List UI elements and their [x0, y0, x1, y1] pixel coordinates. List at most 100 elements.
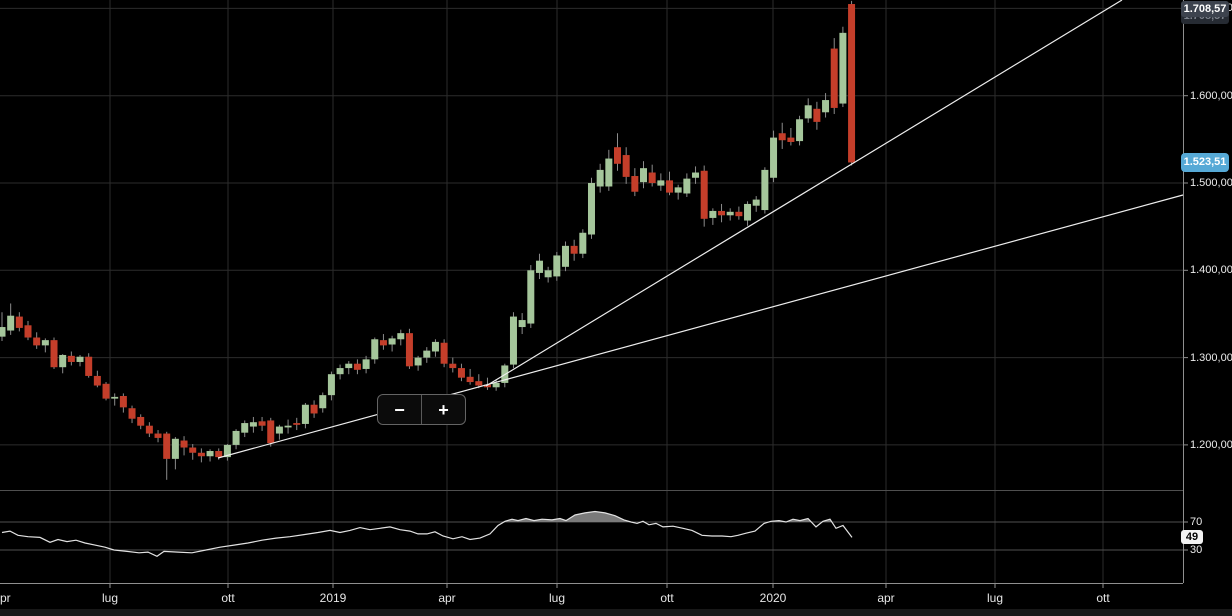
candle-down: [613, 147, 621, 164]
candle-down: [93, 375, 101, 386]
candle-down: [24, 325, 32, 338]
price-axis[interactable]: [1183, 0, 1232, 583]
zoom-out-button[interactable]: −: [378, 395, 421, 424]
candle-up: [223, 444, 231, 458]
zoom-in-button[interactable]: +: [422, 395, 465, 424]
candle-up: [561, 245, 569, 267]
candle-down: [163, 433, 171, 459]
candle-up: [249, 422, 257, 427]
candle-down: [483, 384, 491, 388]
candle-up: [822, 100, 830, 113]
candle-down: [830, 48, 838, 108]
candle-down: [102, 383, 110, 399]
candle-down: [189, 447, 197, 453]
oscillator-line: [1, 510, 853, 557]
candle-up: [336, 368, 344, 375]
candle-down: [735, 211, 743, 217]
oscillator-value-badge: 49: [1181, 530, 1203, 545]
candle-up: [362, 359, 370, 369]
candle-down: [258, 421, 266, 426]
candle-down: [449, 363, 457, 369]
candle-down: [353, 363, 361, 370]
candle-up: [327, 374, 335, 396]
candle-down: [50, 340, 58, 368]
candle-up: [744, 203, 752, 221]
candle-down: [379, 340, 387, 346]
candle-up: [587, 183, 595, 235]
candle-up: [692, 172, 700, 178]
candle-up: [683, 178, 691, 194]
candle-up: [41, 340, 49, 346]
candle-up: [492, 382, 500, 388]
candle-down: [440, 342, 448, 364]
candle-down: [293, 423, 301, 425]
candle-down: [813, 108, 821, 122]
candle-down: [33, 337, 41, 346]
candle-up: [674, 187, 682, 193]
candle-up: [275, 426, 283, 434]
candle-down: [778, 133, 786, 141]
candle-down: [787, 137, 795, 142]
candle-up: [284, 425, 292, 428]
zoom-controls: − +: [377, 394, 466, 425]
candle-up: [640, 168, 648, 183]
candle-up: [431, 341, 439, 352]
candle-up: [241, 423, 249, 433]
candle-up: [544, 270, 552, 278]
candle-down: [648, 172, 656, 183]
candle-down: [718, 210, 726, 216]
candle-up: [301, 404, 309, 424]
candle-down: [457, 368, 465, 378]
candle-up: [414, 357, 422, 366]
candle-down: [128, 408, 136, 419]
candle-up: [388, 338, 396, 345]
candle-up: [0, 327, 6, 337]
candle-down: [267, 420, 275, 444]
candle-up: [761, 169, 769, 211]
candle-up: [596, 169, 604, 187]
candle-up: [7, 315, 15, 331]
candle-up: [232, 430, 240, 445]
trend-line[interactable]: [485, 0, 1123, 387]
oscillator-overbought-fill: [503, 511, 631, 522]
candle-up: [518, 320, 526, 328]
candle-up: [423, 350, 431, 358]
current-price-text: 1.523,51: [1183, 156, 1227, 169]
candle-down: [466, 376, 474, 383]
candle-up: [553, 255, 561, 277]
candle-down: [145, 425, 153, 434]
candle-up: [319, 395, 327, 409]
candle-down: [137, 416, 145, 426]
candle-up: [509, 316, 517, 365]
candle-up: [371, 339, 379, 360]
zoom-controls-divider: [421, 395, 422, 424]
candle-down: [15, 316, 23, 328]
candle-down: [848, 4, 856, 163]
candle-down: [154, 433, 162, 438]
high-price-badge: 1.708,57: [1181, 1, 1229, 17]
high-price-text: 1.708,57: [1183, 3, 1227, 15]
oscillator-value-text: 49: [1185, 531, 1199, 544]
candle-up: [59, 354, 67, 368]
candle-down: [631, 176, 639, 192]
candle-up: [171, 438, 179, 459]
candle-up: [579, 232, 587, 254]
candle-down: [700, 170, 708, 219]
candle-down: [310, 404, 318, 414]
candle-up: [752, 199, 760, 206]
candle-up: [657, 180, 665, 186]
candle-down: [67, 355, 75, 362]
candle-down: [85, 356, 93, 376]
candle-up: [527, 270, 535, 324]
candle-up: [605, 158, 613, 187]
scrollbar-track[interactable]: [0, 609, 1232, 616]
candle-down: [405, 333, 413, 367]
candle-down: [197, 452, 205, 457]
candle-up: [796, 119, 804, 142]
time-axis[interactable]: [0, 583, 1183, 616]
trend-line[interactable]: [217, 194, 1184, 459]
current-price-badge: 1.523,51: [1181, 152, 1229, 172]
candle-down: [180, 440, 188, 448]
